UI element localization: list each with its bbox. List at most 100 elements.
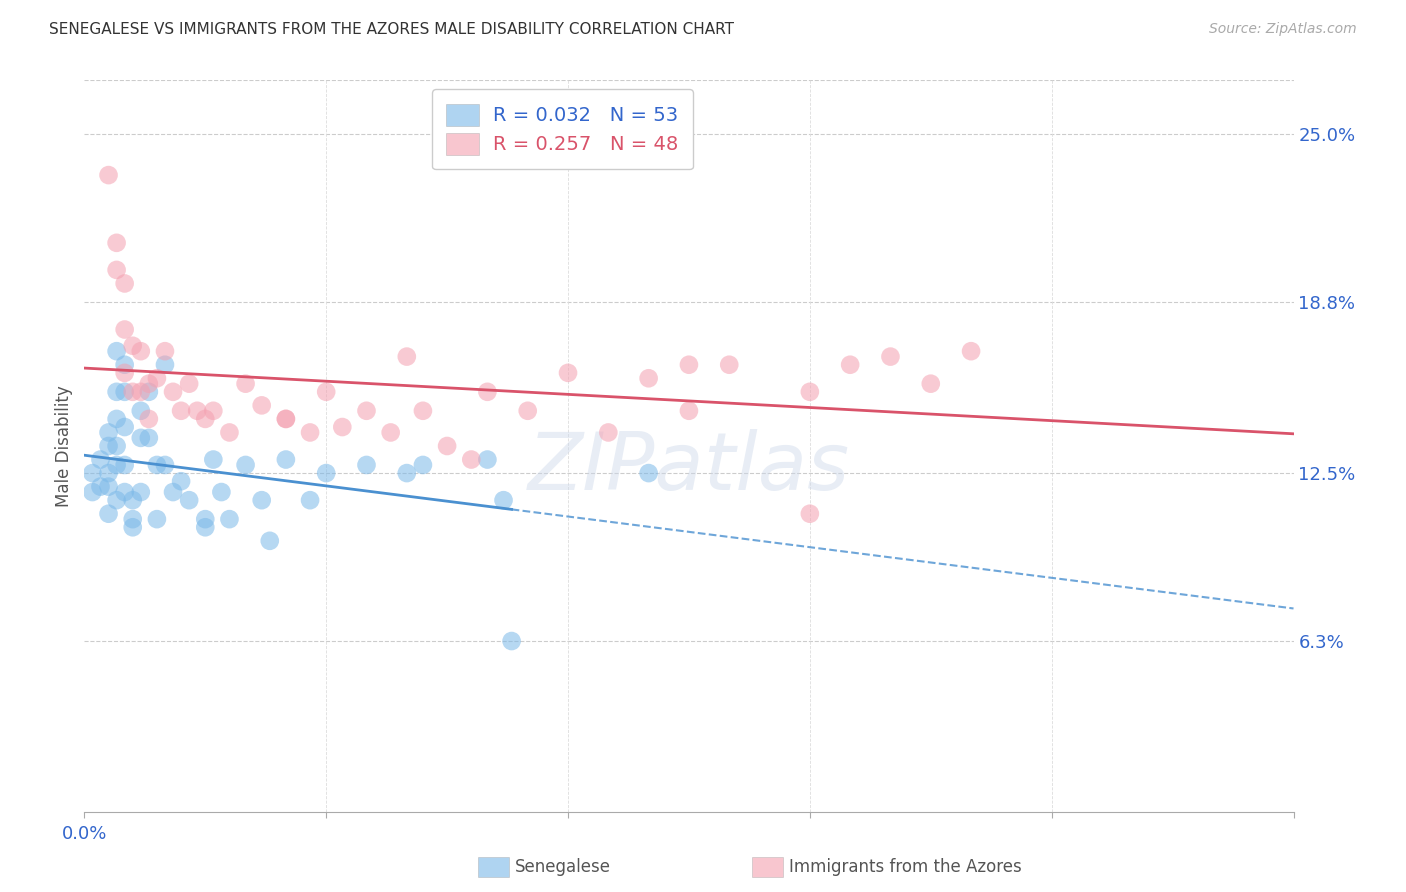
Point: [114, 358, 136, 372]
Point: [121, 339, 143, 353]
Point: [82, 485, 104, 500]
Point: [114, 420, 136, 434]
Point: [105, 412, 128, 426]
Point: [879, 350, 901, 364]
Point: [89, 452, 111, 467]
Point: [121, 493, 143, 508]
Point: [114, 458, 136, 472]
Point: [129, 404, 152, 418]
Point: [194, 412, 217, 426]
Point: [678, 404, 700, 418]
Point: [598, 425, 620, 440]
Point: [162, 485, 184, 500]
Point: [299, 493, 322, 508]
Point: [105, 458, 128, 472]
Point: [97, 507, 120, 521]
Point: [194, 512, 217, 526]
Point: [274, 412, 297, 426]
Point: [114, 384, 136, 399]
Legend: R = 0.032   N = 53, R = 0.257   N = 48: R = 0.032 N = 53, R = 0.257 N = 48: [432, 89, 693, 169]
Point: [839, 358, 862, 372]
Point: [218, 512, 240, 526]
Point: [718, 358, 741, 372]
Point: [153, 358, 176, 372]
Point: [105, 493, 128, 508]
Point: [395, 466, 418, 480]
Point: [235, 376, 257, 391]
Point: [97, 480, 120, 494]
Point: [557, 366, 579, 380]
Point: [121, 512, 143, 526]
Point: [194, 520, 217, 534]
Point: [129, 384, 152, 399]
Point: [129, 344, 152, 359]
Point: [501, 634, 523, 648]
Text: Senegalese: Senegalese: [515, 858, 610, 876]
Point: [105, 439, 128, 453]
Point: [477, 384, 499, 399]
Point: [105, 263, 128, 277]
Point: [129, 485, 152, 500]
Point: [637, 466, 659, 480]
Text: Source: ZipAtlas.com: Source: ZipAtlas.com: [1209, 22, 1357, 37]
Point: [97, 466, 120, 480]
Point: [97, 425, 120, 440]
Point: [105, 235, 128, 250]
Point: [121, 384, 143, 399]
Point: [202, 404, 225, 418]
Point: [209, 485, 232, 500]
Point: [637, 371, 659, 385]
Text: ZIPatlas: ZIPatlas: [527, 429, 851, 507]
Point: [960, 344, 983, 359]
Point: [138, 384, 160, 399]
Point: [162, 384, 184, 399]
Point: [920, 376, 942, 391]
Point: [105, 344, 128, 359]
Point: [146, 512, 169, 526]
Point: [114, 277, 136, 291]
Point: [218, 425, 240, 440]
Point: [356, 404, 378, 418]
Point: [97, 168, 120, 182]
Point: [315, 384, 337, 399]
Point: [274, 452, 297, 467]
Point: [170, 404, 193, 418]
Point: [330, 420, 353, 434]
Point: [121, 520, 143, 534]
Point: [395, 350, 418, 364]
Point: [412, 458, 434, 472]
Text: 0.0%: 0.0%: [62, 825, 107, 843]
Point: [153, 344, 176, 359]
Text: SENEGALESE VS IMMIGRANTS FROM THE AZORES MALE DISABILITY CORRELATION CHART: SENEGALESE VS IMMIGRANTS FROM THE AZORES…: [49, 22, 734, 37]
Point: [129, 431, 152, 445]
Point: [380, 425, 402, 440]
Point: [460, 452, 482, 467]
Point: [436, 439, 458, 453]
Point: [235, 458, 257, 472]
Point: [89, 480, 111, 494]
Point: [179, 493, 201, 508]
Point: [146, 458, 169, 472]
Point: [138, 376, 160, 391]
Point: [274, 412, 297, 426]
Point: [153, 458, 176, 472]
Point: [299, 425, 322, 440]
Point: [250, 398, 273, 412]
Point: [477, 452, 499, 467]
Y-axis label: Male Disability: Male Disability: [55, 385, 73, 507]
Text: Immigrants from the Azores: Immigrants from the Azores: [789, 858, 1022, 876]
Point: [315, 466, 337, 480]
Point: [799, 507, 821, 521]
Point: [97, 439, 120, 453]
Point: [202, 452, 225, 467]
Point: [186, 404, 208, 418]
Point: [114, 322, 136, 336]
Point: [356, 458, 378, 472]
Point: [678, 358, 700, 372]
Point: [492, 493, 515, 508]
Point: [170, 474, 193, 488]
Point: [114, 485, 136, 500]
Point: [412, 404, 434, 418]
Point: [105, 384, 128, 399]
Point: [114, 366, 136, 380]
